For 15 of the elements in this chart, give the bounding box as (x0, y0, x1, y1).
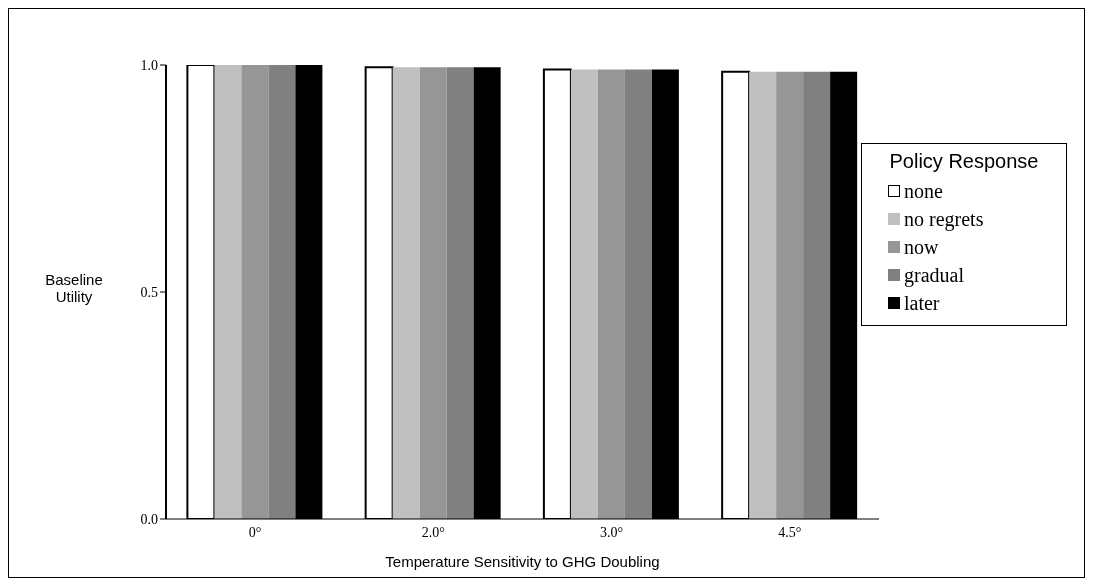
x-axis-title: Temperature Sensitivity to GHG Doubling (385, 553, 660, 570)
y-tick-label: 1.0 (140, 57, 158, 73)
legend-title: Policy Response (888, 150, 1040, 173)
x-tick-label: 3.0° (600, 524, 624, 540)
legend-label: no regrets (903, 206, 985, 233)
legend-label: later (903, 290, 941, 316)
y-tick-label: 0.0 (140, 511, 158, 527)
y-tick-label: 0.5 (140, 284, 158, 300)
legend-label: none (903, 178, 944, 204)
y-axis-title: Baseline Utility (44, 271, 104, 305)
legend-label: now (903, 234, 940, 260)
x-tick-label: 0° (248, 524, 262, 540)
legend-label: gradual (903, 262, 965, 289)
x-tick-label: 2.0° (421, 524, 445, 540)
x-tick-label: 4.5° (778, 524, 802, 540)
